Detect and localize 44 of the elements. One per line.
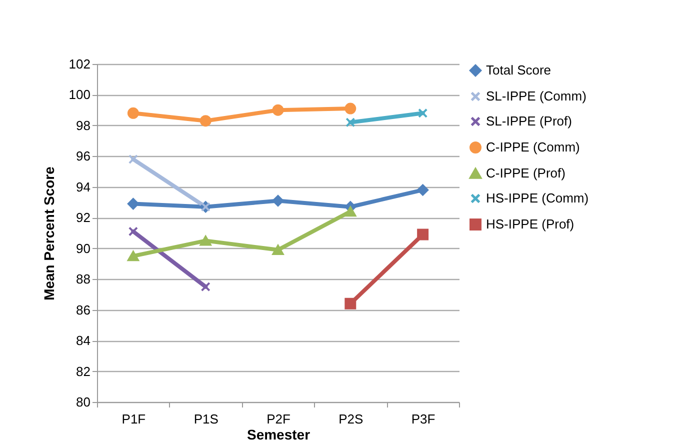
point	[344, 298, 356, 310]
y-tick-label: 92	[76, 210, 90, 226]
point	[417, 184, 429, 196]
point	[200, 115, 212, 127]
legend-label: HS-IPPE (Comm)	[486, 190, 589, 206]
y-tick-label: 80	[76, 394, 90, 410]
y-tick-label: 96	[76, 148, 90, 164]
y-tick-label: 88	[76, 272, 90, 287]
y-tick-label: 90	[76, 240, 90, 256]
y-tick-label: 86	[76, 302, 90, 318]
y-tick-label: 100	[68, 87, 90, 102]
y-tick-label: 94	[76, 179, 90, 194]
point	[128, 226, 138, 236]
legend-label: SL-IPPE (Prof)	[486, 114, 572, 128]
x-tick-label: P2S	[338, 412, 364, 426]
legend-label: C-IPPE (Prof)	[486, 166, 566, 180]
point	[346, 118, 356, 128]
point	[417, 228, 429, 240]
x-tick-label: P3F	[411, 412, 436, 426]
point	[200, 282, 210, 292]
point	[200, 236, 212, 246]
y-tick-label: 84	[76, 333, 90, 348]
point	[127, 198, 139, 210]
legend-label: Total Score	[486, 62, 552, 78]
x-tick-label: P2F	[266, 412, 290, 426]
x-tick-label: P1F	[122, 412, 146, 426]
legend-label: SL-IPPE (Comm)	[486, 88, 586, 104]
point	[344, 206, 356, 217]
legend-label: HS-IPPE (Prof)	[486, 216, 574, 232]
point	[344, 102, 356, 114]
y-tick-label: 98	[76, 118, 90, 133]
point	[127, 107, 139, 119]
point	[272, 194, 284, 206]
point	[418, 108, 428, 118]
point	[128, 154, 138, 164]
y-tick-label: 82	[76, 364, 90, 379]
y-tick-label: 102	[68, 56, 90, 72]
point	[272, 104, 284, 116]
x-tick-label: P1S	[194, 412, 219, 426]
legend-label: C-IPPE (Comm)	[486, 140, 580, 154]
point	[272, 244, 284, 256]
x-axis-title: Semester	[246, 426, 311, 442]
y-axis-title: Mean Percent Score	[40, 166, 57, 300]
point	[127, 250, 139, 262]
